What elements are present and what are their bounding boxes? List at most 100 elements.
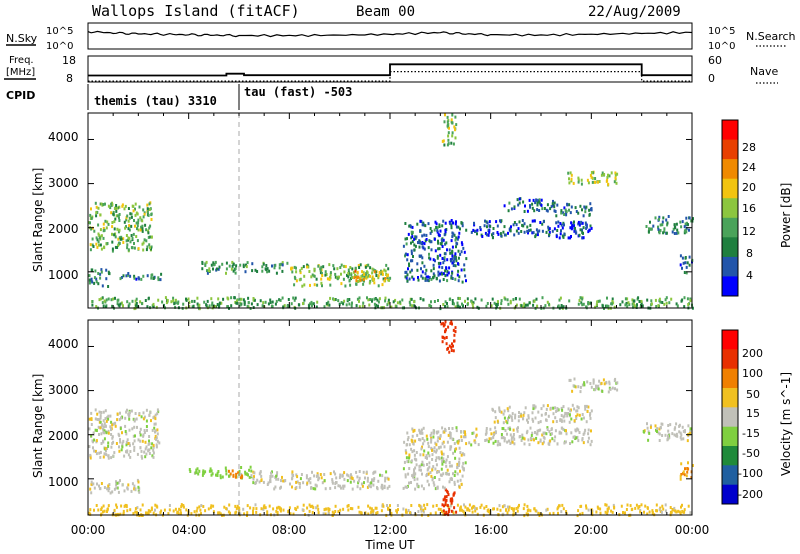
heatmap-cell [372, 479, 375, 483]
heatmap-cell [406, 459, 409, 463]
heatmap-cell [240, 466, 243, 469]
heatmap-cell [310, 486, 312, 490]
heatmap-cell [553, 201, 556, 205]
heatmap-cell [384, 476, 387, 480]
heatmap-cell [522, 507, 525, 511]
heatmap-cell [686, 439, 689, 443]
heatmap-cell [523, 411, 526, 415]
heatmap-cell [523, 305, 526, 309]
heatmap-cell [673, 506, 676, 510]
heatmap-cell [545, 407, 548, 411]
heatmap-cell [451, 245, 454, 249]
heatmap-cell [420, 267, 422, 271]
heatmap-cell [528, 301, 531, 305]
heatmap-cell [313, 267, 316, 271]
heatmap-cell [657, 225, 659, 229]
heatmap-cell [195, 509, 198, 513]
heatmap-cell [384, 299, 387, 303]
heatmap-cell [112, 297, 115, 301]
heatmap-cell [626, 297, 629, 301]
heatmap-cell [537, 200, 540, 204]
heatmap-cell [443, 143, 446, 147]
heatmap-cell [416, 484, 419, 488]
heatmap-cell [103, 431, 106, 435]
heatmap-cell [93, 281, 96, 285]
heatmap-cell [445, 510, 448, 514]
heatmap-cell [684, 222, 687, 226]
heatmap-cell [139, 228, 142, 232]
heatmap-cell [362, 278, 365, 282]
heatmap-cell [458, 231, 461, 235]
heatmap-cell [206, 271, 209, 275]
heatmap-cell [465, 257, 468, 261]
heatmap-cell [560, 211, 563, 215]
heatmap-cell [451, 499, 454, 503]
heatmap-cell [314, 487, 317, 491]
heatmap-cell [563, 441, 566, 445]
heatmap-cell [504, 429, 507, 432]
heatmap-cell [564, 208, 567, 212]
heatmap-cell [146, 207, 149, 211]
cpid-segment-2: tau (fast) -503 [244, 85, 352, 99]
heatmap-cell [324, 507, 327, 511]
heatmap-cell [434, 459, 437, 462]
heatmap-cell [376, 298, 379, 302]
heatmap-cell [451, 261, 454, 265]
heatmap-cell [466, 507, 469, 511]
heatmap-cell [457, 279, 460, 283]
heatmap-cell [411, 434, 414, 438]
heatmap-cell [204, 470, 207, 474]
heatmap-cell [454, 255, 457, 259]
heatmap-cell [454, 456, 457, 460]
heatmap-cell [526, 504, 529, 508]
heatmap-cell [435, 443, 438, 447]
heatmap-cell [132, 512, 135, 516]
heatmap-cell [174, 301, 177, 305]
heatmap-cell [270, 471, 272, 475]
freq-right-label: Nave [750, 65, 778, 78]
heatmap-cell [358, 470, 361, 473]
heatmap-cell [595, 510, 598, 514]
heatmap-cell [689, 297, 692, 301]
heatmap-cell [139, 430, 141, 434]
heatmap-cell [216, 303, 219, 306]
heatmap-cell [217, 267, 220, 271]
power-ylabel: Slant Range [km] [31, 168, 45, 272]
heatmap-cell [338, 476, 341, 480]
heatmap-cell [382, 504, 385, 508]
heatmap-cell [201, 473, 204, 477]
heatmap-cell [99, 426, 102, 430]
heatmap-cell [244, 470, 247, 474]
heatmap-cell [235, 472, 238, 476]
heatmap-cell [362, 470, 365, 474]
heatmap-cell [258, 480, 261, 484]
heatmap-cell [549, 406, 552, 410]
heatmap-cell [509, 442, 512, 445]
heatmap-cell [408, 481, 410, 485]
heatmap-cell [130, 215, 133, 219]
velocity-colorbar: 200 100 50 15 -15 -50 -100 -200 Velocity… [721, 329, 793, 505]
heatmap-cell [614, 171, 617, 175]
heatmap-cell [542, 431, 545, 435]
heatmap-cell [134, 202, 137, 206]
heatmap-cell [462, 246, 465, 250]
heatmap-cell [147, 229, 150, 233]
colorbar-swatch [722, 139, 738, 160]
heatmap-cell [354, 266, 357, 270]
heatmap-cell [420, 428, 423, 432]
heatmap-cell [216, 267, 218, 271]
heatmap-cell [116, 206, 118, 210]
heatmap-cell [661, 220, 664, 224]
heatmap-cell [435, 448, 438, 452]
heatmap-cell [103, 429, 106, 433]
heatmap-cell [102, 455, 105, 459]
heatmap-cell [227, 297, 230, 301]
heatmap-cell [334, 486, 337, 490]
heatmap-cell [425, 233, 428, 237]
heatmap-cell [111, 436, 114, 440]
heatmap-cell [422, 442, 425, 446]
heatmap-cell [113, 220, 116, 224]
heatmap-cell [547, 442, 550, 446]
heatmap-cell [222, 297, 225, 301]
heatmap-cell [577, 439, 580, 443]
